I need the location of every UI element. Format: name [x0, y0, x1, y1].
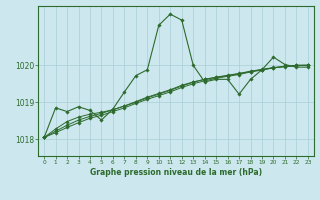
- X-axis label: Graphe pression niveau de la mer (hPa): Graphe pression niveau de la mer (hPa): [90, 168, 262, 177]
